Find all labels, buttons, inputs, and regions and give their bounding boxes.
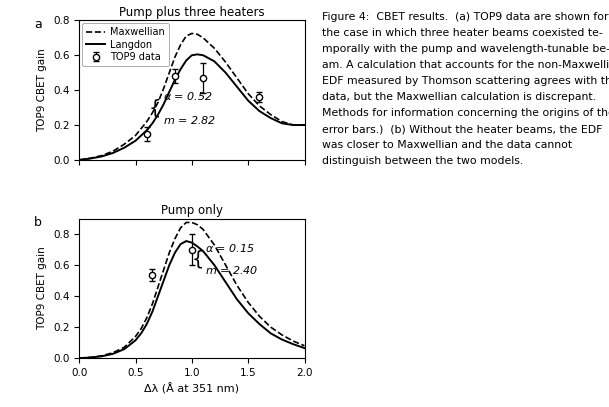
- Text: $m$ = 2.40: $m$ = 2.40: [205, 264, 259, 276]
- Line: Langdon: Langdon: [79, 55, 304, 160]
- Line: Maxwellian: Maxwellian: [79, 33, 304, 160]
- Langdon: [171, 77, 178, 82]
- Langdon: [166, 90, 173, 94]
- Text: $\{$: $\{$: [149, 96, 160, 118]
- Text: Figure 4:  CBET results.  (a) TOP9 data are shown for
the case in which three he: Figure 4: CBET results. (a) TOP9 data ar…: [322, 12, 609, 166]
- Maxwellian: [110, 149, 117, 154]
- Text: b: b: [34, 216, 42, 229]
- Langdon: [267, 116, 274, 120]
- Langdon: [194, 52, 201, 57]
- Langdon: [256, 109, 263, 114]
- Langdon: [132, 138, 139, 143]
- Y-axis label: TOP9 CBET gain: TOP9 CBET gain: [37, 247, 48, 330]
- Maxwellian: [211, 46, 218, 51]
- Maxwellian: [278, 119, 286, 124]
- Maxwellian: [233, 75, 241, 80]
- Langdon: [199, 53, 206, 58]
- Langdon: [110, 151, 117, 155]
- Text: $\{$: $\{$: [191, 248, 203, 270]
- Langdon: [278, 121, 286, 126]
- Maxwellian: [154, 100, 161, 105]
- Langdon: [143, 128, 150, 133]
- Maxwellian: [143, 119, 150, 124]
- X-axis label: Δλ (Å at 351 nm): Δλ (Å at 351 nm): [144, 383, 239, 395]
- Legend: Maxwellian, Langdon, TOP9 data: Maxwellian, Langdon, TOP9 data: [82, 23, 169, 66]
- Maxwellian: [183, 34, 190, 39]
- Maxwellian: [256, 103, 263, 108]
- Langdon: [290, 123, 297, 127]
- Maxwellian: [177, 42, 184, 47]
- Langdon: [245, 98, 252, 103]
- Text: $\alpha$ = 0.52: $\alpha$ = 0.52: [163, 90, 213, 102]
- Maxwellian: [149, 110, 156, 115]
- Text: $m$ = 2.82: $m$ = 2.82: [163, 114, 216, 126]
- Maxwellian: [160, 86, 167, 91]
- Maxwellian: [86, 156, 94, 161]
- Maxwellian: [199, 35, 206, 40]
- Langdon: [76, 158, 83, 162]
- Langdon: [188, 53, 195, 58]
- Langdon: [98, 154, 105, 159]
- Maxwellian: [194, 32, 201, 37]
- Maxwellian: [290, 123, 297, 127]
- Langdon: [149, 121, 156, 126]
- Y-axis label: TOP9 CBET gain: TOP9 CBET gain: [37, 48, 48, 132]
- Maxwellian: [188, 31, 195, 36]
- Langdon: [160, 102, 167, 107]
- Maxwellian: [98, 153, 105, 158]
- Maxwellian: [267, 112, 274, 117]
- Langdon: [154, 112, 161, 117]
- Title: Pump only: Pump only: [161, 204, 223, 217]
- Langdon: [183, 58, 190, 63]
- Maxwellian: [132, 133, 139, 138]
- Maxwellian: [76, 158, 83, 162]
- Title: Pump plus three heaters: Pump plus three heaters: [119, 6, 265, 19]
- Maxwellian: [166, 70, 173, 75]
- Langdon: [233, 84, 241, 89]
- Langdon: [121, 145, 128, 150]
- Langdon: [301, 123, 308, 127]
- Langdon: [177, 67, 184, 72]
- Text: a: a: [34, 18, 42, 31]
- Langdon: [211, 59, 218, 64]
- Maxwellian: [171, 55, 178, 59]
- Maxwellian: [301, 123, 308, 127]
- Maxwellian: [222, 60, 229, 65]
- Maxwellian: [245, 91, 252, 96]
- Langdon: [222, 70, 229, 75]
- Maxwellian: [121, 142, 128, 147]
- Text: $\alpha$ = 0.15: $\alpha$ = 0.15: [205, 242, 255, 254]
- Langdon: [86, 156, 94, 161]
